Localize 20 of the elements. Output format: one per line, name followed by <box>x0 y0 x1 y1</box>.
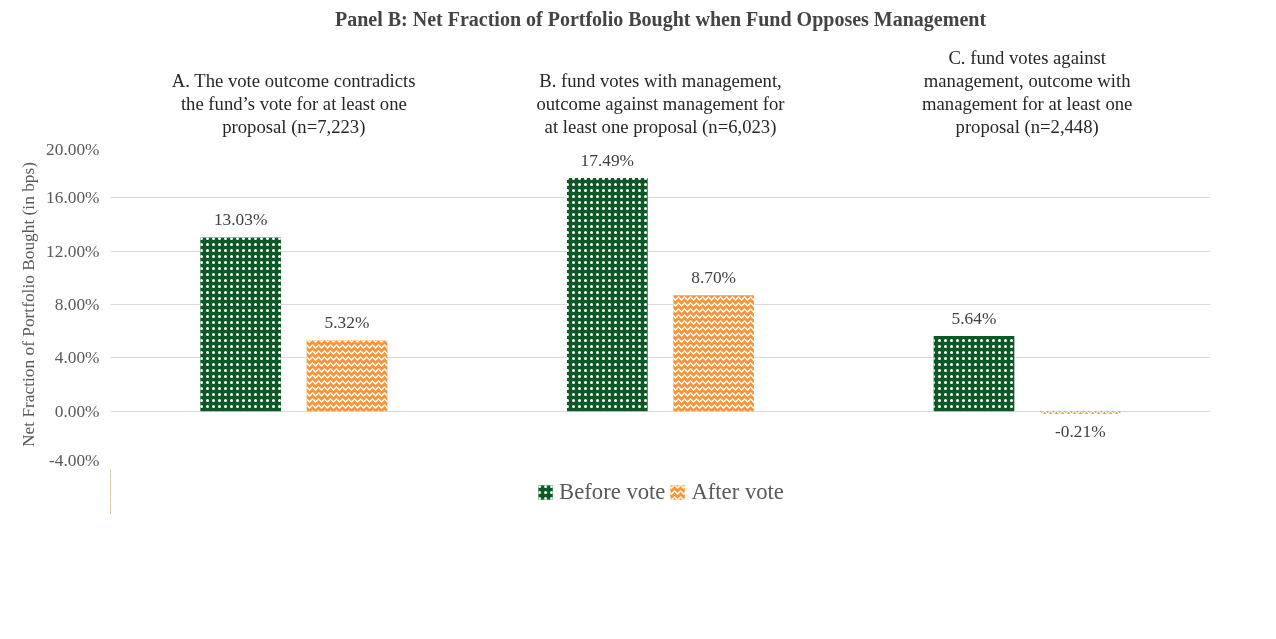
y-tick-label: 16.00% <box>46 188 100 208</box>
x-tick-label: C. fund votes against management, outcome with management for at least one proposal (n=2,448) <box>922 47 1133 139</box>
y-tick-label: -4.00% <box>48 450 100 470</box>
legend-label: Before vote <box>559 478 666 505</box>
data-label: 5.32% <box>324 313 370 333</box>
y-tick-label: 8.00% <box>54 295 100 314</box>
data-label: 13.03% <box>213 210 268 230</box>
chart-title: Panel B: Net Fraction of Portfolio Bought when Fund Opposes Management <box>334 7 987 31</box>
data-label: 17.49% <box>580 150 635 170</box>
data-label: 8.70% <box>691 268 737 288</box>
y-axis-title: Net Fraction of Portfolio Bought (in bps) <box>19 161 39 447</box>
y-tick-label: 12.00% <box>46 241 100 261</box>
y-tick-label: 20.00% <box>46 139 100 159</box>
data-label: 5.64% <box>951 308 997 328</box>
y-tick-label: 0.00% <box>54 401 100 421</box>
y-tick-label: 4.00% <box>54 348 100 368</box>
x-tick-label: A. The vote outcome contradicts the fund’s vote for at least one proposal (n=7,223) <box>171 70 416 139</box>
data-label: -0.21% <box>1055 421 1106 441</box>
x-tick-label: B. fund votes with management, outcome against management for at least one proposal (n=6,023) <box>536 70 786 139</box>
legend-label: After vote <box>691 478 784 505</box>
